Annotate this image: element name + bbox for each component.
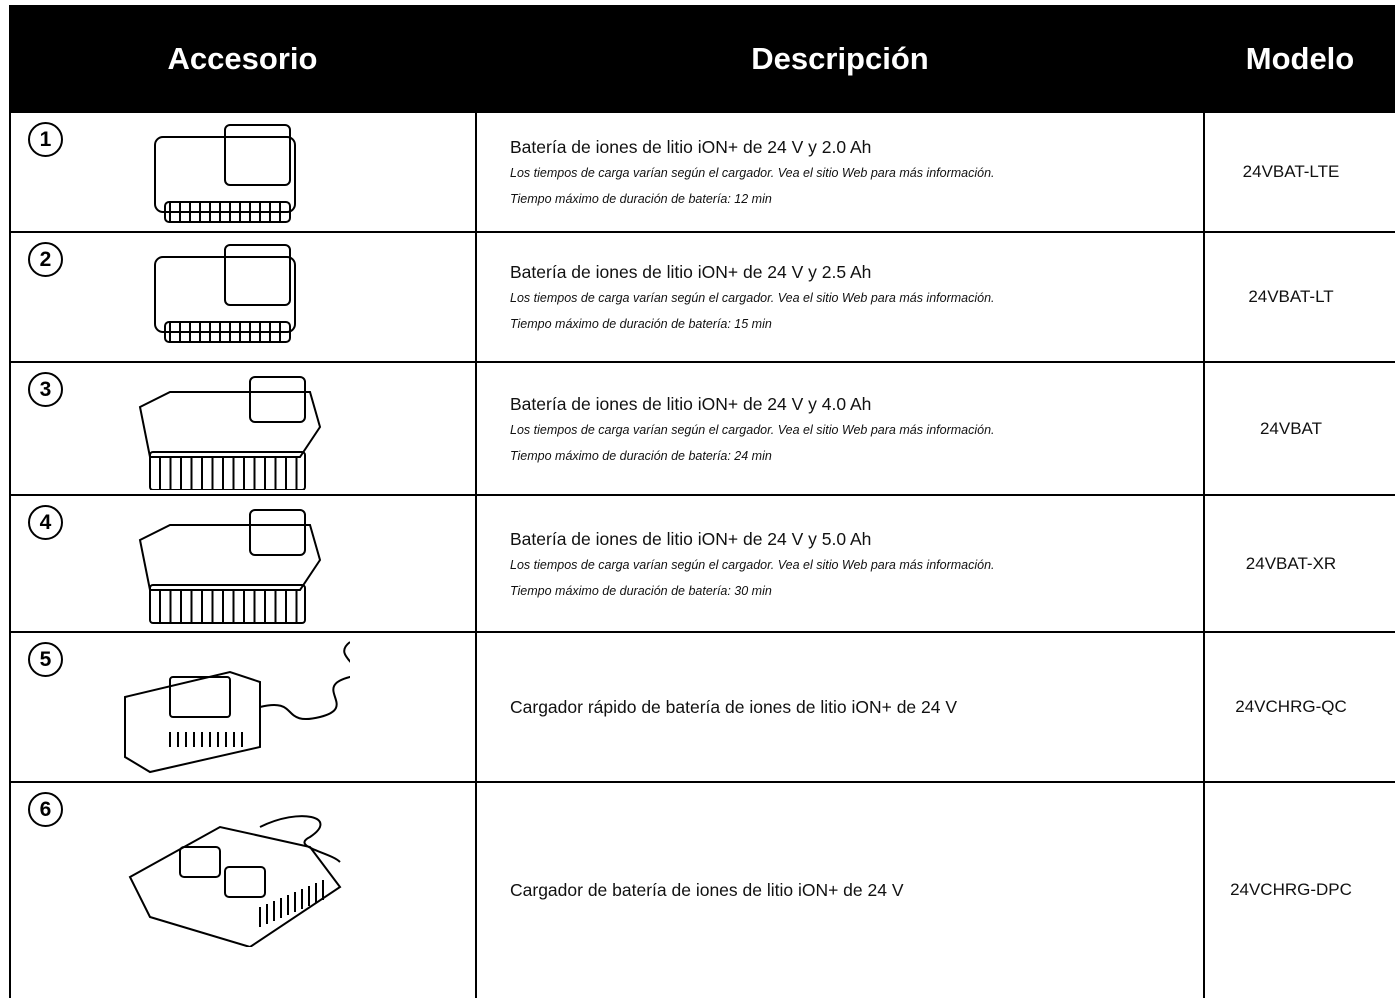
drawing-line [164,201,291,223]
item-number: 3 [28,372,63,407]
description-runtime: Tiempo máximo de duración de batería: 30… [510,583,772,598]
description-note: Los tiempos de carga varían según el car… [510,557,995,572]
border [10,631,1395,633]
description-note: Los tiempos de carga varían según el car… [510,166,995,180]
drawing-line [224,244,291,306]
border [10,781,1395,783]
drawing-line [138,391,322,458]
header-text: Descripción [751,40,929,76]
product-image [124,641,350,774]
drawing-line [224,124,291,186]
product-image [138,376,322,490]
border [10,494,1395,496]
drawing-line [169,676,231,718]
drawing-line [259,815,341,863]
model: 24VCHRG-DPC [1230,880,1352,899]
product-image [154,244,296,343]
description-title: Batería de iones de litio iON+ de 24 V y… [510,137,872,157]
model: 24VCHRG-QC [1235,697,1347,716]
model: 24VBAT [1259,418,1323,438]
drawing-line [179,846,221,878]
model: 24VBAT-XR [1245,553,1337,573]
drawing-line [138,524,322,591]
description-title: Batería de iones de litio iON+ de 24 V y… [510,393,872,414]
header-text: Accesorio [167,40,318,76]
drawing-line [164,321,291,343]
description-note: Los tiempos de carga varían según el car… [510,422,995,437]
product-image [138,509,322,624]
description-runtime: Tiempo máximo de duración de batería: 12… [510,192,772,206]
border [10,231,1395,233]
drawing-line [224,866,266,898]
drawing-line [249,376,306,423]
description-title: Cargador rápido de batería de iones de l… [510,697,958,717]
description-runtime: Tiempo máximo de duración de batería: 15… [510,317,772,331]
description-note: Los tiempos de carga varían según el car… [510,291,995,305]
drawing-line [124,670,261,774]
header-cell: Accesorio [10,5,475,112]
header-cell: Modelo [1205,5,1395,112]
product-image [154,124,296,223]
description-title: Batería de iones de litio iON+ de 24 V y… [510,262,872,282]
border [475,5,477,998]
drawing-line [259,641,350,720]
header-text: Modelo [1245,40,1355,76]
header-cell: Descripción [477,5,1203,112]
drawing-line [149,451,306,490]
item-number: 1 [28,122,63,157]
item-number: 2 [28,242,63,277]
border [10,111,1395,113]
item-number: 6 [28,792,63,827]
description-title: Batería de iones de litio iON+ de 24 V y… [510,528,872,549]
border [1203,5,1205,998]
item-number: 4 [28,505,63,540]
drawing-line [149,584,306,624]
description-runtime: Tiempo máximo de duración de batería: 24… [510,448,772,463]
border [10,361,1395,363]
model: 24VBAT-LT [1248,287,1334,306]
description-title: Cargador de batería de iones de litio iO… [510,880,904,900]
border [9,5,11,998]
item-number: 5 [28,642,63,677]
model: 24VBAT-LTE [1242,162,1340,181]
product-image [128,815,342,947]
drawing-line [128,825,342,947]
drawing-line [249,509,306,556]
